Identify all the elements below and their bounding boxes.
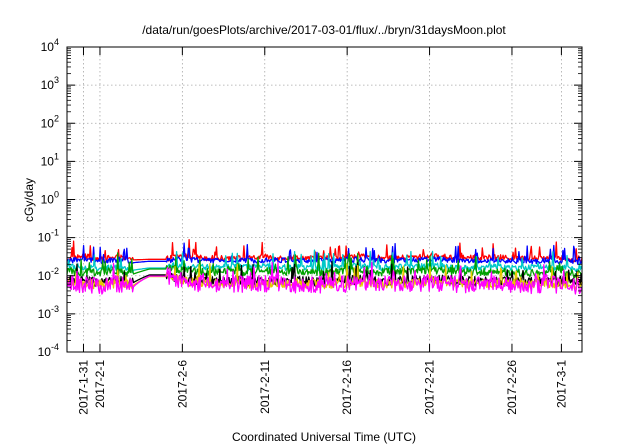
grid: [67, 47, 582, 352]
x-tick-labels: 2017-1-31 2017-2-1 2017-2-6 2017-2-11 2017-2…: [76, 360, 568, 415]
y-axis-label: cGy/day: [22, 178, 36, 222]
series-layer: [66, 238, 583, 295]
tick-marks: [67, 46, 582, 353]
series-line: [66, 249, 583, 274]
x-tick-label: 2017-2-16: [340, 360, 354, 415]
x-tick-label: 2017-2-21: [423, 360, 437, 415]
x-tick-label: 2017-2-11: [258, 360, 272, 414]
x-tick-label: 2017-2-26: [505, 360, 519, 415]
x-tick-label: 2017-2-1: [93, 360, 107, 408]
x-axis-label: Coordinated Universal Time (UTC): [232, 430, 416, 444]
series-line: [66, 261, 583, 295]
x-tick-label: 2017-1-31: [76, 360, 90, 415]
x-tick-label: 2017-2-6: [175, 360, 189, 408]
chart-title: /data/run/goesPlots/archive/2017-03-01/f…: [142, 23, 506, 37]
x-tick-label: 2017-3-1: [554, 360, 568, 408]
